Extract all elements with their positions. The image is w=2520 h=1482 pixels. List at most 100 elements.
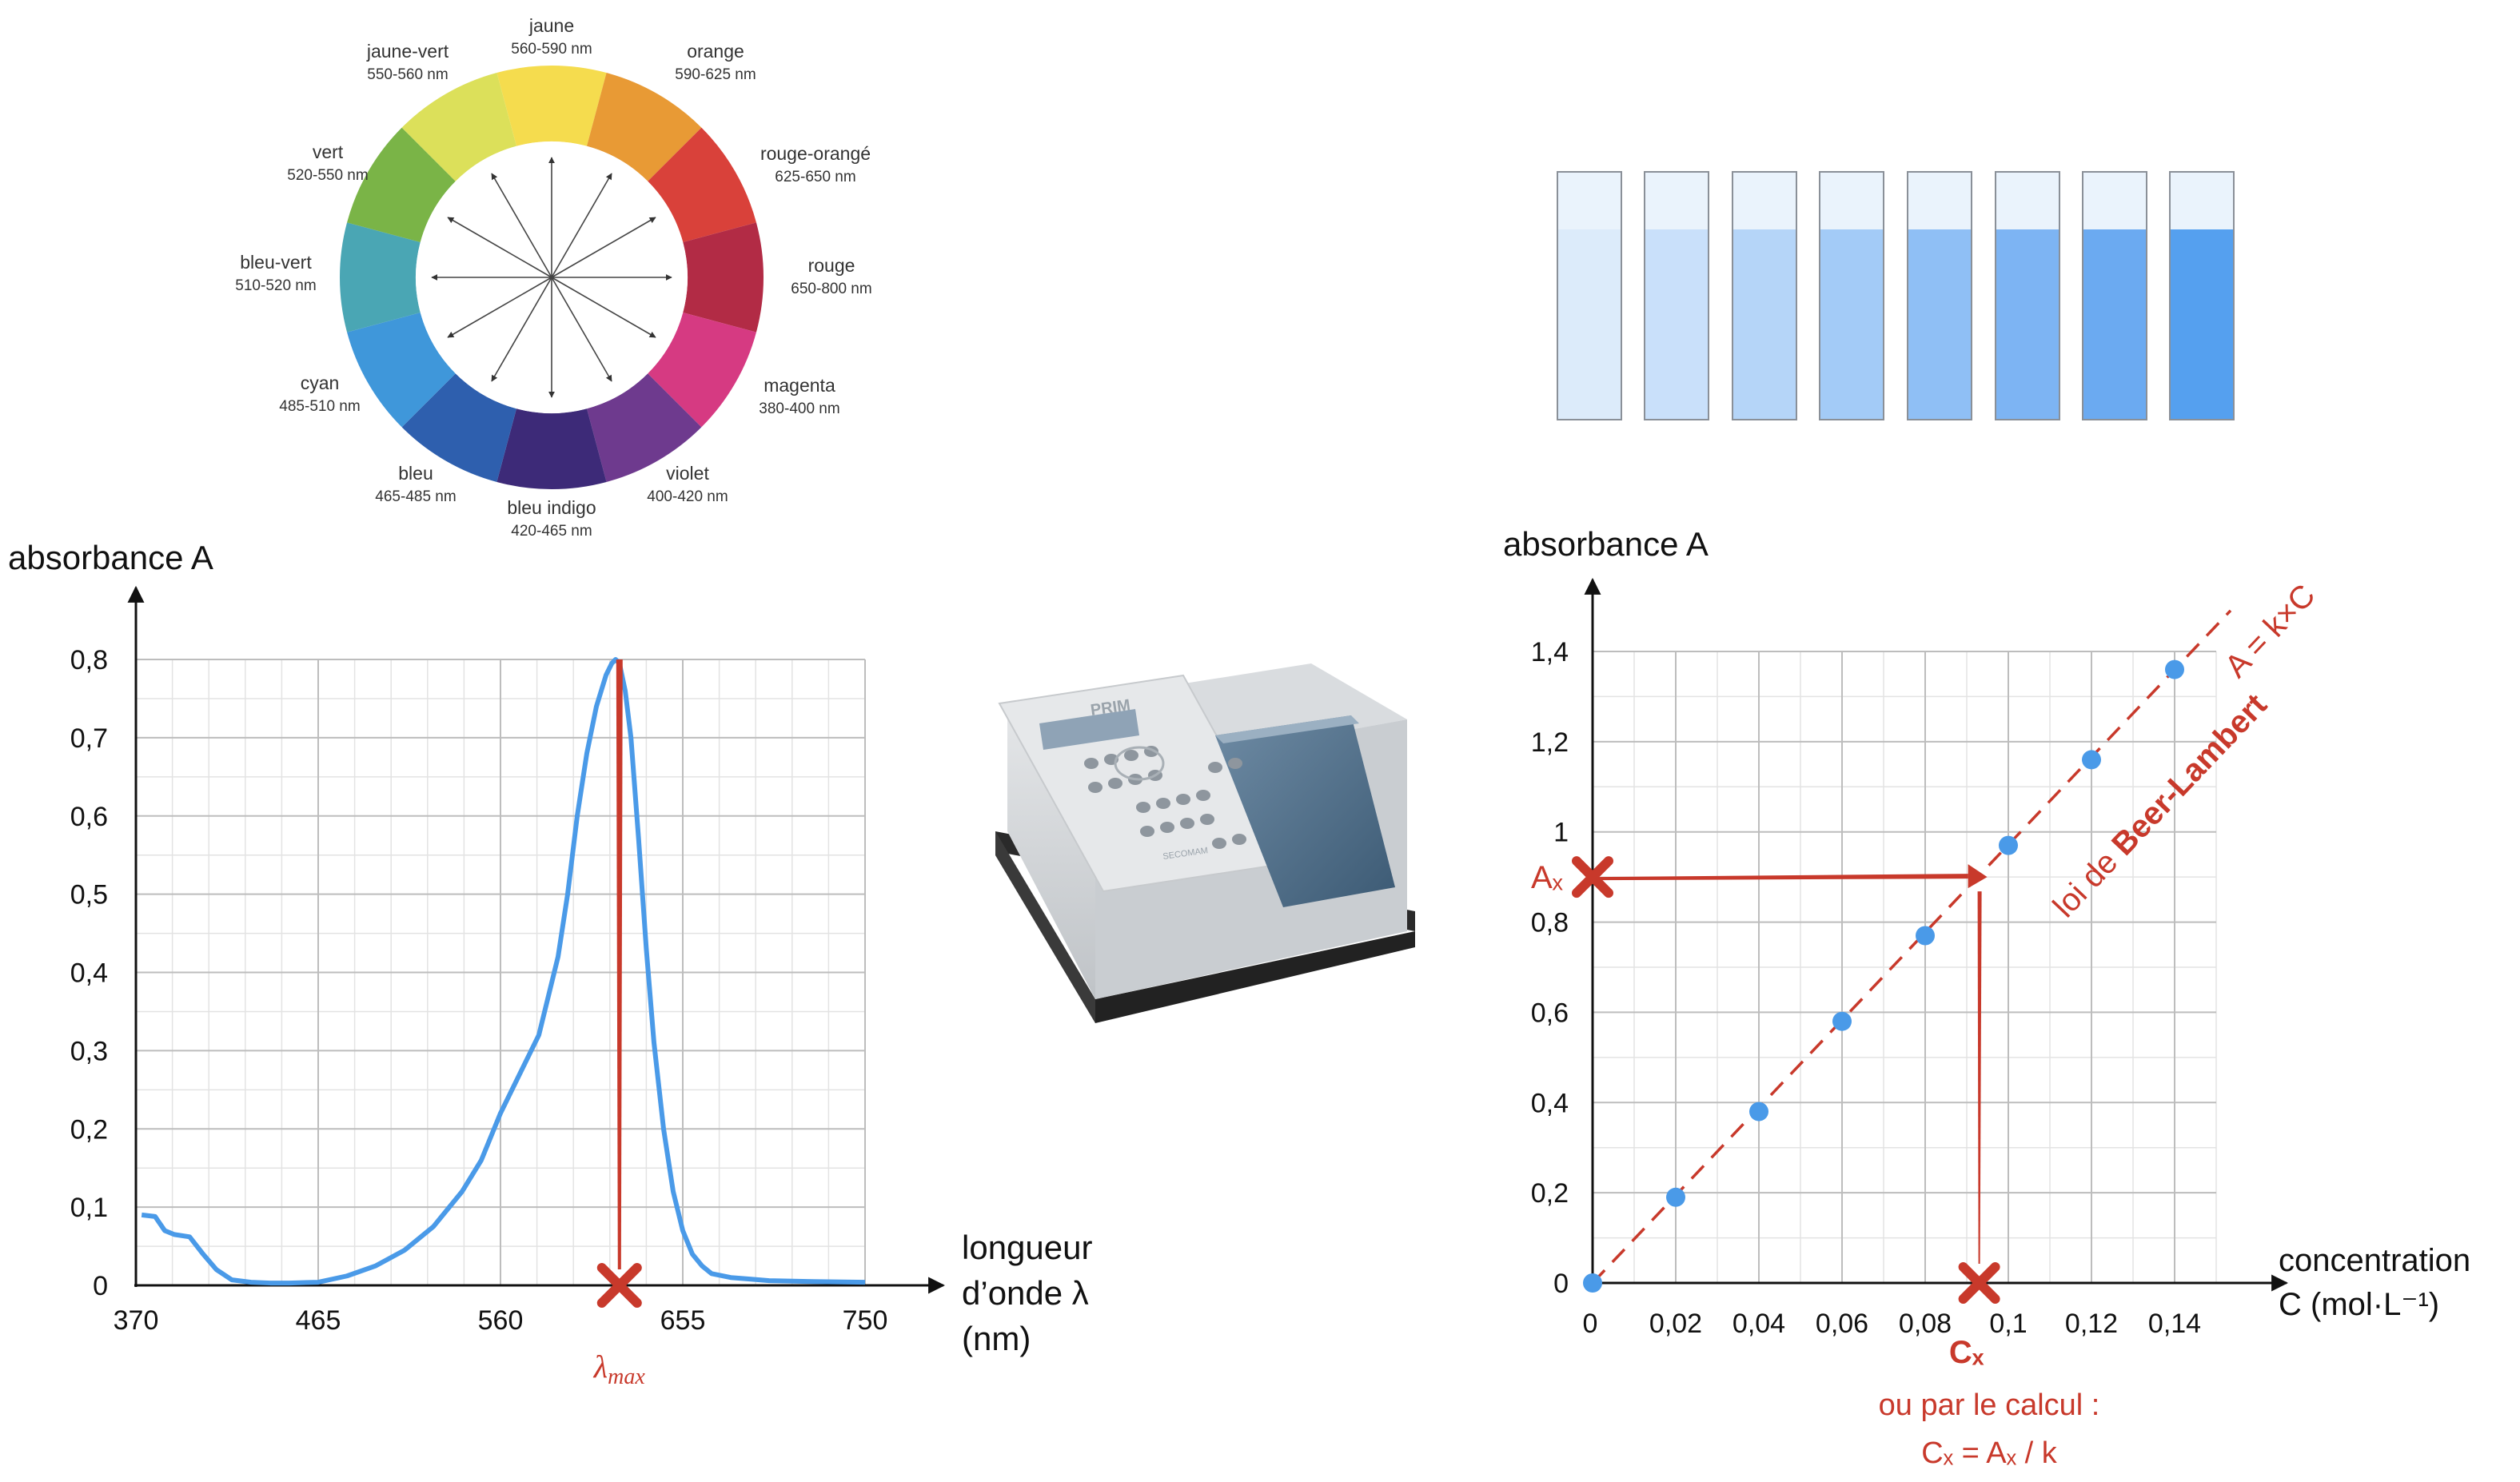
wheel-segment-4: [648, 312, 756, 428]
data-point: [2165, 659, 2184, 679]
x-tick-label: 0,1: [1989, 1309, 2027, 1339]
device-key: [1084, 758, 1099, 769]
cx-label: Cₓ: [1949, 1335, 1984, 1370]
wheel-arrow: [491, 173, 552, 278]
wheel-label-range: 560-590 nm: [511, 41, 592, 58]
wheel-arrow: [551, 217, 656, 278]
cuvette-series: [1557, 171, 2235, 420]
cuvette-solution-4: [1908, 229, 1971, 419]
wheel-label-range: 400-420 nm: [647, 488, 728, 505]
spectrophotometer-image: PRIM SECOMAM: [995, 663, 1415, 1023]
fit-equation-label: A = k×C: [2219, 578, 2323, 685]
cuvette-solution-5: [1996, 229, 2059, 419]
wheel-segment-5: [586, 373, 702, 482]
color-wheel: jaune 560-590 nm orange 590-625 nm rouge-ora…: [235, 15, 871, 540]
data-point: [1583, 1273, 1602, 1293]
cuvette-solution-6: [2083, 229, 2146, 419]
device-key: [1208, 762, 1222, 773]
data-point: [1666, 1187, 1685, 1207]
wheel-label-range: 625-650 nm: [775, 169, 855, 185]
device-key: [1196, 790, 1210, 801]
device-key: [1180, 818, 1194, 829]
device-key: [1212, 838, 1226, 849]
wheel-label-name: rouge-orangé: [760, 143, 871, 164]
wheel-arrow: [491, 277, 552, 382]
device-key: [1088, 782, 1102, 793]
wheel-arrow: [551, 277, 612, 382]
y-tick-label: 1,2: [1531, 727, 1569, 758]
y-tick-label: 0,8: [1531, 908, 1569, 938]
y-tick-label: 0,4: [1531, 1088, 1569, 1118]
wheel-segment-0: [496, 66, 607, 146]
y-tick-label: 0: [1553, 1269, 1569, 1299]
data-point: [1999, 835, 2018, 855]
x-axis-title: d’onde λ: [962, 1274, 1089, 1312]
x-tick-label: 465: [296, 1305, 341, 1336]
x-tick-label: 370: [114, 1305, 159, 1336]
calc-note-line2: Cₓ = Aₓ / k: [1921, 1436, 2058, 1470]
wheel-arrow: [551, 173, 612, 278]
cuvette-solution-0: [1558, 229, 1621, 419]
y-tick-label: 0,6: [70, 802, 108, 832]
wheel-label-range: 510-520 nm: [235, 277, 316, 294]
cx-marker: [1958, 1262, 2000, 1304]
x-axis-unit: C (mol·L⁻¹): [2279, 1287, 2439, 1322]
x-tick-label: 0: [1583, 1309, 1598, 1339]
wheel-label-name: jaune-vert: [366, 41, 449, 62]
spectrum-line: [141, 657, 866, 1286]
data-point: [2082, 750, 2101, 770]
x-axis-title: (nm): [962, 1320, 1031, 1357]
y-tick-label: 0,6: [1531, 998, 1569, 1028]
fit-line: [1591, 609, 2232, 1285]
wheel-label-range: 550-560 nm: [367, 66, 448, 83]
x-tick-label: 0,12: [2065, 1309, 2118, 1339]
device-key: [1228, 758, 1242, 769]
wheel-arrow: [447, 277, 552, 338]
lambda-max-marker: [596, 1263, 642, 1308]
wheel-segment-1: [586, 73, 702, 181]
wheel-label-name: orange: [687, 41, 744, 62]
absorption-spectrum-chart: 0 0,1 0,2 0,3 0,4 0,5 0,6 0,7 0,8 370 465 560 655 750…: [8, 539, 1092, 1389]
wheel-label-name: bleu: [398, 463, 433, 484]
wheel-label-name: bleu indigo: [507, 497, 596, 518]
y-tick-label: 1: [1553, 818, 1569, 848]
data-point: [1832, 1011, 1852, 1031]
wheel-label-range: 380-400 nm: [759, 400, 839, 417]
device-key: [1136, 802, 1150, 813]
x-tick-label: 750: [843, 1305, 888, 1336]
y-axis-title: absorbance A: [8, 539, 213, 576]
device-key: [1108, 778, 1122, 789]
y-tick-label: 0: [93, 1271, 108, 1301]
wheel-segment-8: [347, 312, 456, 428]
cuvette-solution-1: [1645, 229, 1708, 419]
y-tick-label: 0,8: [70, 645, 108, 675]
device-key: [1160, 822, 1174, 833]
cx-vertical-line: [1977, 891, 1982, 1264]
wheel-label-name: bleu-vert: [240, 252, 312, 273]
wheel-arrow: [447, 217, 552, 278]
wheel-arrow: [551, 277, 656, 338]
ax-marker: [1572, 856, 1613, 898]
wheel-segment-10: [347, 127, 456, 243]
x-tick-label: 0,14: [2148, 1309, 2201, 1339]
x-axis-title: longueur: [962, 1229, 1092, 1266]
device-keypad: [1084, 746, 1246, 849]
wheel-segment-3: [683, 222, 764, 333]
y-axis-title: absorbance A: [1503, 525, 1709, 563]
wheel-label-name: cyan: [301, 372, 340, 393]
cuvette-solution-2: [1733, 229, 1796, 419]
device-key: [1124, 750, 1138, 761]
wheel-segment-7: [401, 373, 517, 482]
lambda-max-label: λmax: [593, 1349, 646, 1389]
ax-label: Aₓ: [1531, 860, 1564, 895]
wheel-segment-2: [648, 127, 756, 243]
wheel-segment-6: [496, 408, 607, 489]
wheel-label-range: 465-485 nm: [375, 488, 456, 505]
y-tick-label: 0,2: [1531, 1178, 1569, 1209]
wheel-segment-11: [401, 73, 517, 181]
x-tick-label: 0,02: [1649, 1309, 1702, 1339]
wheel-label-name: rouge: [808, 255, 855, 276]
device-key: [1176, 794, 1190, 805]
lambda-max-line: [616, 659, 623, 1269]
